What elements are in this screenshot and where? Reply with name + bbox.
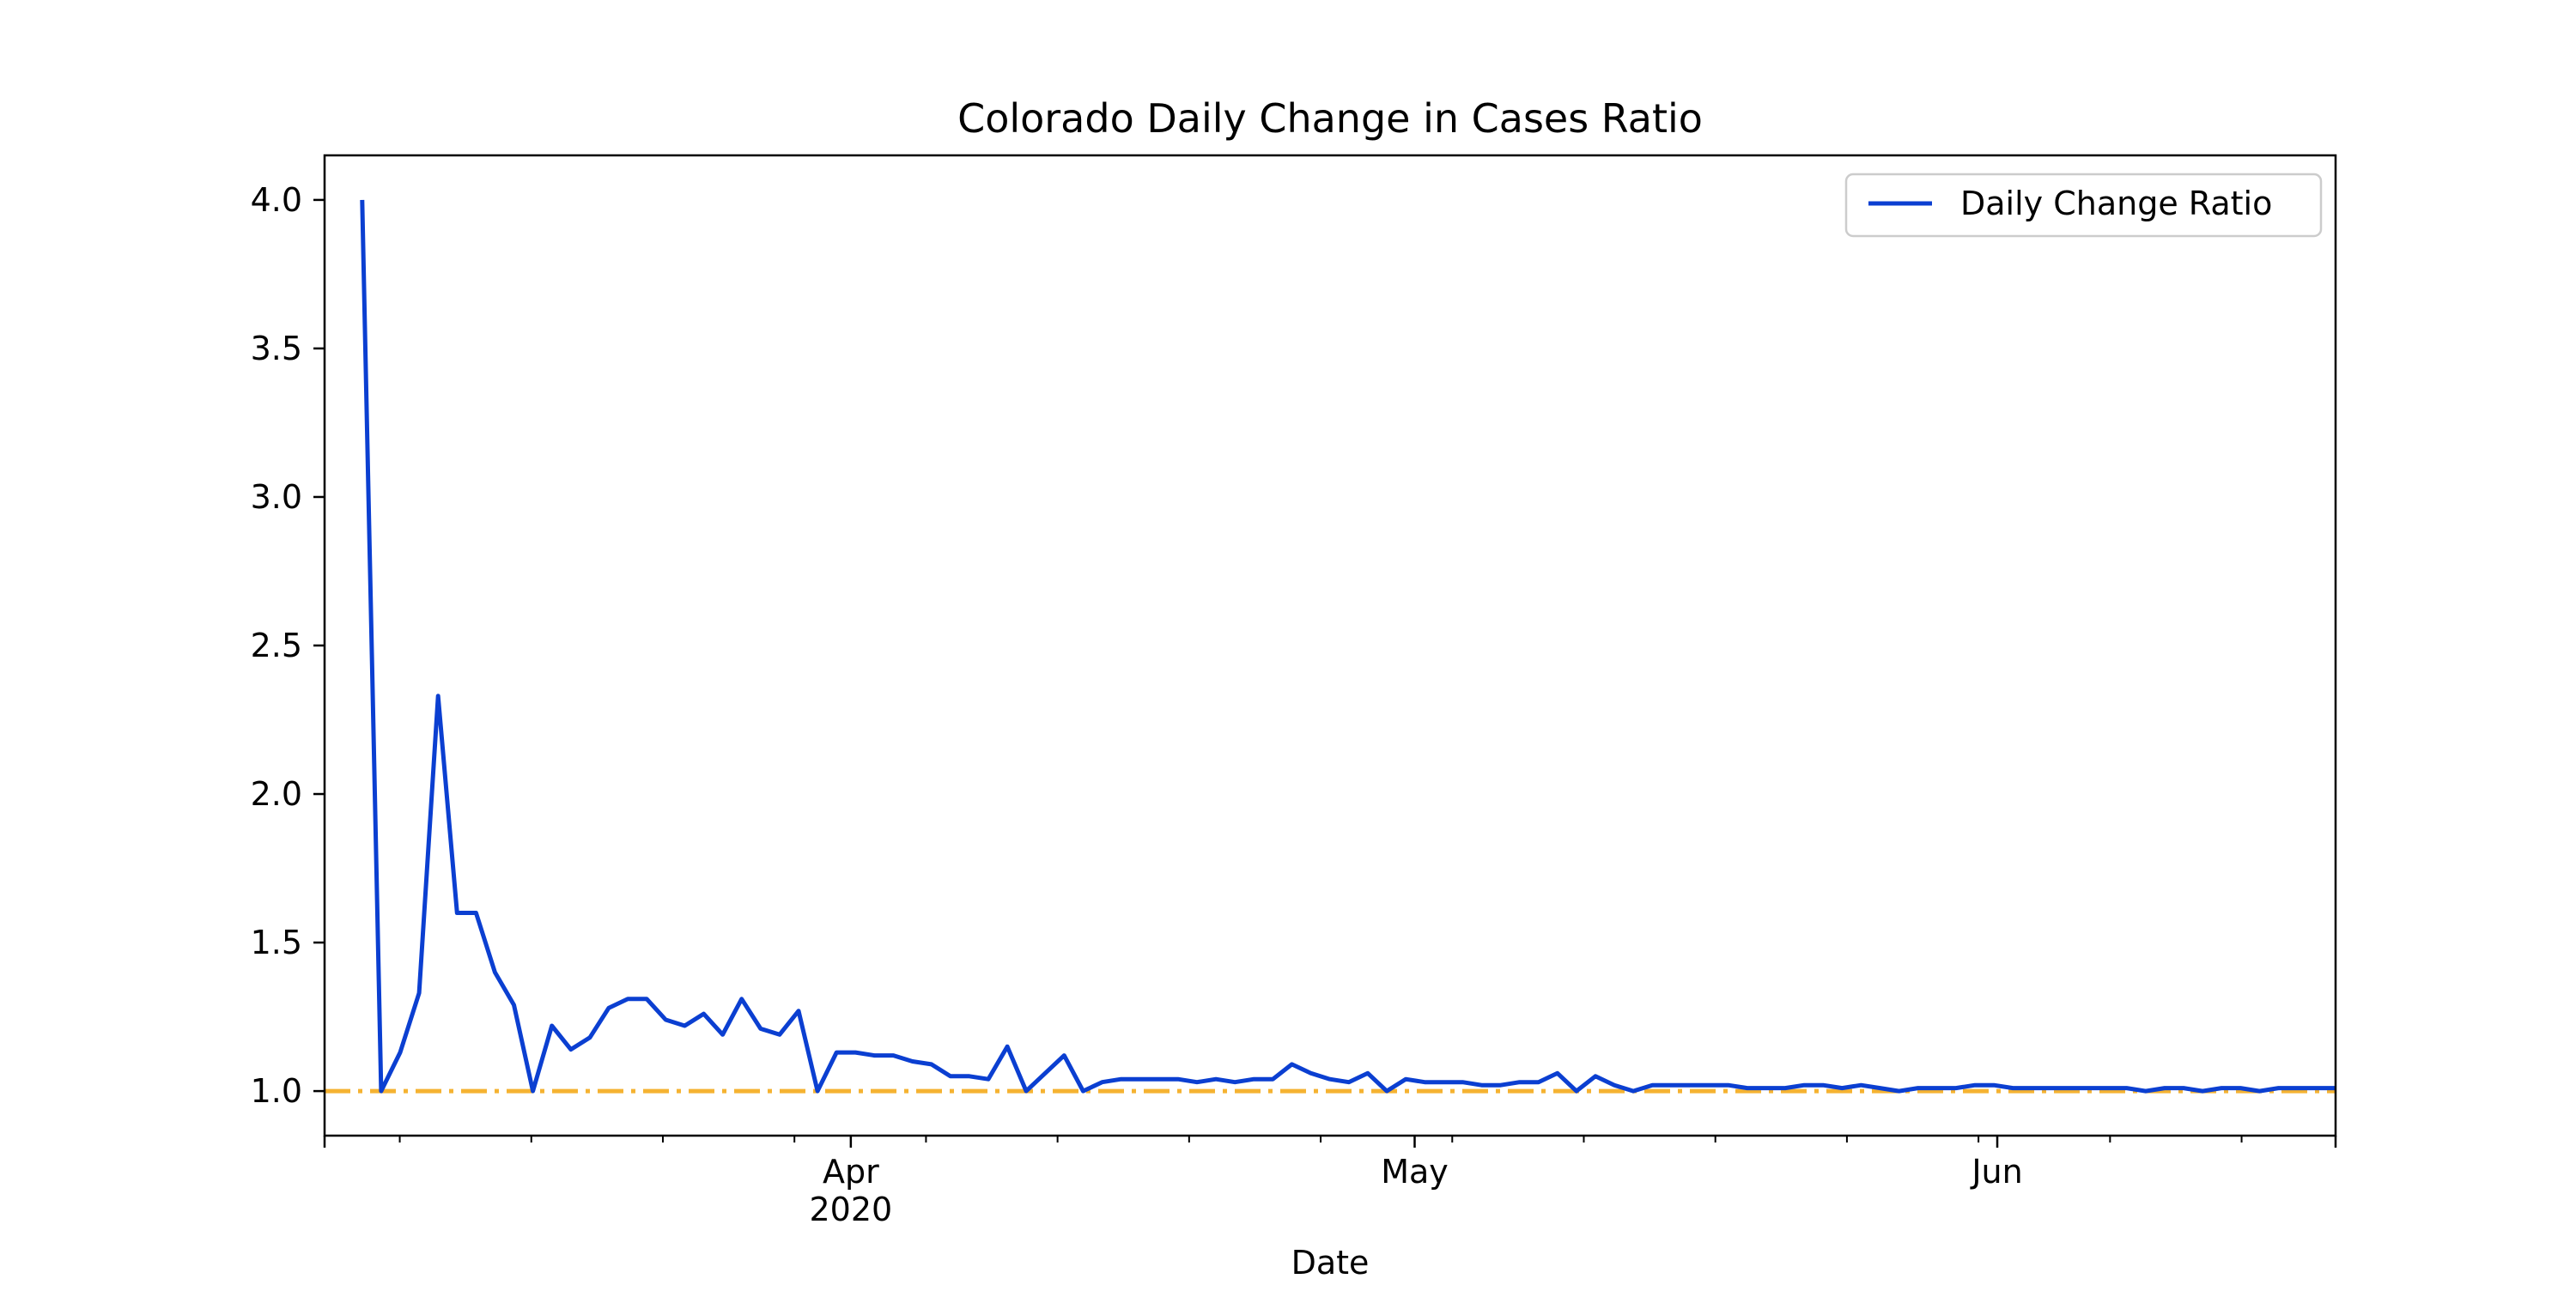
y-tick-label: 1.0 <box>251 1072 302 1110</box>
chart-title: Colorado Daily Change in Cases Ratio <box>957 95 1703 142</box>
y-tick-label: 1.5 <box>251 924 302 961</box>
x-tick-sublabel: 2020 <box>810 1191 893 1228</box>
x-tick-label: Jun <box>1970 1153 2022 1191</box>
plot-frame <box>323 154 2337 1137</box>
x-tick-label: May <box>1381 1153 1449 1191</box>
y-tick-label: 2.0 <box>251 775 302 813</box>
y-tick-label: 3.5 <box>251 330 302 367</box>
legend-box <box>1844 173 2323 238</box>
y-tick-label: 4.0 <box>251 181 302 219</box>
legend: Daily Change Ratio <box>1844 173 2323 238</box>
y-tick-label: 3.0 <box>251 478 302 516</box>
series-line-daily-change-ratio <box>360 199 2336 1094</box>
x-tick-label: Apr <box>823 1153 879 1191</box>
x-axis-label: Date <box>1291 1244 1370 1282</box>
y-tick-label: 2.5 <box>251 627 302 664</box>
legend-label-daily-change-ratio: Daily Change Ratio <box>1960 185 2272 222</box>
